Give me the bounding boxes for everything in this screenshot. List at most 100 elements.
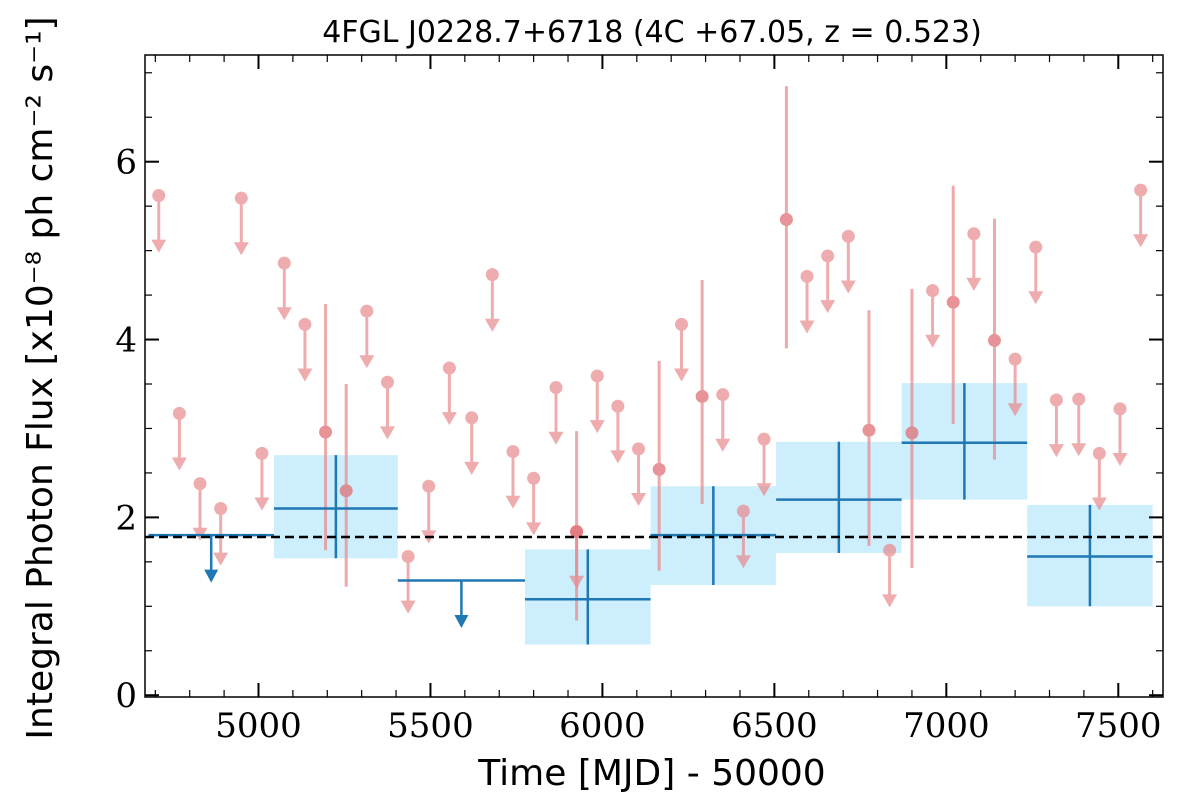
upper-limit-arrowhead [756, 483, 772, 497]
upper-limit-arrowhead [1028, 291, 1044, 305]
upper-limit-arrowhead [589, 420, 605, 434]
x-tick-label-2: 6000 [559, 706, 646, 746]
detection-marker [319, 425, 333, 439]
y-tick-label-3: 6 [115, 143, 137, 183]
upper-limit-arrowhead [674, 368, 690, 382]
upper-limit-marker [1008, 352, 1022, 366]
upper-limit-arrowhead [820, 300, 836, 314]
upper-limit-arrowhead [1007, 403, 1023, 417]
short-bin-upper-limit-0 [151, 188, 167, 253]
upper-limit-marker [1029, 240, 1043, 254]
short-bin-upper-limit-5 [254, 446, 270, 511]
short-bin-upper-limit-9 [379, 375, 395, 440]
short-bin-upper-limit-12 [441, 361, 457, 426]
short-bin-upper-limit-34 [1048, 393, 1064, 458]
x-tick-label-4: 7000 [903, 706, 990, 746]
upper-limit-marker [193, 477, 207, 491]
upper-limit-arrowhead [484, 318, 500, 332]
upper-limit-arrowhead [505, 495, 521, 509]
long-bin-detection-4 [901, 383, 1028, 500]
short-bin-upper-limit-6 [276, 256, 292, 321]
short-bin-upper-limit-3 [213, 501, 229, 566]
short-bin-detection-7 [905, 288, 919, 569]
short-bin-upper-limit-2 [192, 477, 208, 541]
short-bin-upper-limit-11 [421, 479, 437, 544]
short-bin-upper-limit-29 [882, 543, 898, 608]
upper-limit-marker [926, 284, 940, 298]
short-bin-upper-limit-32 [1007, 352, 1023, 417]
upper-limit-arrowhead [213, 552, 229, 566]
upper-limit-marker [152, 188, 166, 202]
upper-limit-marker [422, 479, 436, 493]
short-bin-upper-limit-16 [526, 471, 542, 536]
detection-marker [946, 295, 960, 309]
upper-limit-marker [675, 317, 689, 331]
short-bin-upper-limit-8 [359, 304, 375, 369]
upper-limit-marker [485, 268, 499, 282]
short-bin-detection-5 [779, 86, 793, 349]
short-bin-upper-limit-25 [756, 432, 772, 497]
upper-limit-marker [1134, 183, 1148, 197]
short-bin-upper-limit-22 [674, 317, 690, 382]
upper-limit-arrowhead [882, 594, 898, 608]
upper-limit-marker [1113, 402, 1127, 416]
upper-limit-arrowhead [441, 412, 457, 426]
upper-limit-arrowhead [925, 334, 941, 348]
upper-limit-arrowhead [799, 320, 815, 334]
short-bin-upper-limit-26 [799, 269, 815, 334]
short-bin-detection-1 [339, 384, 353, 587]
y-tick-label-0: 0 [115, 676, 137, 716]
short-bin-upper-limit-30 [925, 284, 941, 348]
short-bin-detection-4 [695, 279, 709, 505]
upper-limit-marker [214, 501, 228, 515]
x-tick-label-0: 5000 [215, 706, 302, 746]
upper-limit-arrowhead [840, 280, 856, 294]
upper-limit-marker [1092, 446, 1106, 460]
short-bin-detection-8 [946, 185, 960, 425]
upper-limit-arrowhead [548, 431, 564, 445]
upper-limit-arrowhead [1133, 234, 1149, 248]
short-bin-upper-limit-27 [820, 249, 836, 314]
detection-marker [905, 426, 919, 440]
upper-limit-arrowhead [631, 493, 647, 507]
long-bin-detection-1 [525, 549, 651, 645]
detection-marker [652, 462, 666, 476]
short-bin-upper-limit-10 [400, 550, 416, 614]
upper-limit-arrowhead [151, 239, 167, 253]
upper-limit-marker [1072, 392, 1086, 406]
chart-title: 4FGL J0228.7+6718 (4C +67.05, z = 0.523) [322, 15, 982, 50]
upper-limit-marker [360, 304, 374, 318]
plot-area: 5000 5500 6000 6500 7000 7500 0 2 4 6 [115, 54, 1164, 746]
x-tick-label-1: 5500 [387, 706, 474, 746]
short-bin-upper-limit-20 [610, 399, 626, 464]
upper-limit-arrowhead [1112, 453, 1128, 467]
short-bin-upper-limit-35 [1071, 392, 1087, 457]
long-limit-arrowhead [204, 569, 219, 583]
long-bin-upper-limit-0 [148, 533, 274, 583]
upper-limit-marker [841, 229, 855, 243]
x-axis-label: Time [MJD] - 50000 [477, 753, 825, 794]
upper-limit-marker [277, 256, 291, 270]
upper-limit-arrowhead [1048, 444, 1064, 458]
short-bin-upper-limit-1 [171, 406, 187, 471]
upper-limit-marker [883, 543, 897, 557]
long-bin-detection-3 [776, 441, 902, 553]
short-bin-detection-2 [570, 431, 584, 621]
short-bin-detection-9 [987, 218, 1001, 460]
short-bin-upper-limit-28 [840, 229, 856, 294]
detection-marker [779, 213, 793, 227]
upper-limit-marker [800, 269, 814, 283]
upper-limit-marker [172, 406, 186, 420]
detection-marker [570, 525, 584, 539]
long-limit-arrowhead [454, 614, 469, 628]
short-bin-upper-limit-13 [464, 411, 480, 475]
detection-marker [987, 333, 1001, 347]
upper-limit-marker [506, 445, 520, 459]
upper-limit-marker [442, 361, 456, 375]
upper-limit-marker [821, 249, 835, 263]
short-bin-upper-limit-23 [715, 388, 731, 452]
short-bin-upper-limit-15 [505, 445, 521, 509]
upper-limit-arrowhead [379, 426, 395, 440]
detection-marker [339, 484, 353, 498]
